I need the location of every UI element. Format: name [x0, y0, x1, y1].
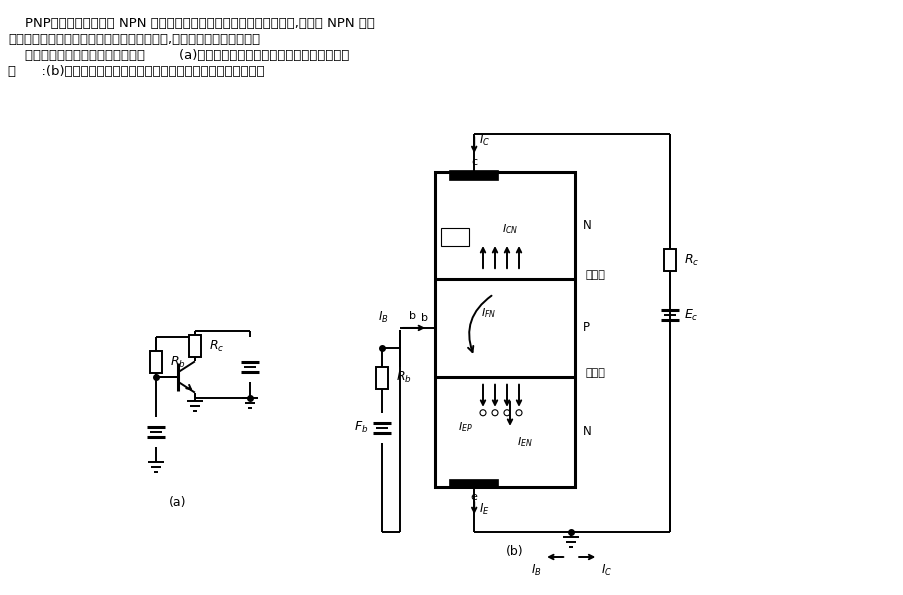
Text: e: e [470, 492, 477, 502]
Text: $F_b$: $F_b$ [353, 421, 368, 436]
Circle shape [504, 410, 509, 416]
Circle shape [479, 410, 486, 416]
Bar [150, 351, 162, 373]
Text: $R_c$: $R_c$ [209, 339, 224, 354]
Bar [664, 249, 675, 271]
Text: 半导体三极管常用的连接电路如图        (a)所示。半导体三极管内部的电流传输过程如: 半导体三极管常用的连接电路如图 (a)所示。半导体三极管内部的电流传输过程如 [8, 49, 349, 62]
Bar [441, 228, 469, 246]
Text: $E_c$: $E_c$ [684, 308, 698, 322]
Text: 导体三极管为例来说明它内部的电流传输过程,进而介绍它的工作原理。: 导体三极管为例来说明它内部的电流传输过程,进而介绍它的工作原理。 [8, 33, 260, 46]
Circle shape [516, 410, 521, 416]
Text: $R_c$: $R_c$ [684, 253, 699, 268]
Text: 集电结: 集电结 [585, 270, 605, 280]
Text: N: N [582, 219, 591, 232]
Text: $I_{FN}$: $I_{FN}$ [480, 306, 496, 320]
Text: (a): (a) [169, 496, 187, 509]
Text: c: c [470, 157, 477, 167]
Text: $I_E$: $I_E$ [479, 502, 489, 516]
Bar [434, 172, 574, 487]
Text: b: b [409, 311, 416, 321]
Text: $I_B$: $I_B$ [377, 311, 388, 325]
Text: P: P [582, 321, 590, 334]
Bar [189, 336, 200, 358]
Text: PNP型半导体三极管和 NPN 型半导体三极管的基本工作原理完全一样,下面以 NPN 型半: PNP型半导体三极管和 NPN 型半导体三极管的基本工作原理完全一样,下面以 N… [8, 17, 375, 30]
Text: b: b [421, 313, 428, 323]
Text: $I_{CN}$: $I_{CN}$ [501, 222, 517, 236]
Text: $I_{CBO}$: $I_{CBO}$ [444, 227, 465, 241]
Text: $R_b$: $R_b$ [396, 370, 412, 386]
Text: $R_b$: $R_b$ [170, 355, 186, 369]
Text: N: N [582, 425, 591, 439]
Text: 发射结: 发射结 [585, 368, 605, 378]
Text: $I_C$: $I_C$ [600, 562, 611, 578]
Text: $I_{EN}$: $I_{EN}$ [517, 435, 532, 449]
Bar [449, 479, 498, 487]
Text: (b): (b) [506, 546, 523, 559]
Bar [449, 170, 498, 180]
Circle shape [491, 410, 498, 416]
Text: 图      :(b)所示。半导体三极管中的电流传输过程可分为三个阶段。: 图 :(b)所示。半导体三极管中的电流传输过程可分为三个阶段。 [8, 65, 265, 78]
Text: $I_B$: $I_B$ [530, 562, 541, 578]
Text: $I_C$: $I_C$ [478, 133, 489, 148]
Text: $I_{EP}$: $I_{EP}$ [457, 420, 472, 434]
Bar [376, 367, 387, 389]
